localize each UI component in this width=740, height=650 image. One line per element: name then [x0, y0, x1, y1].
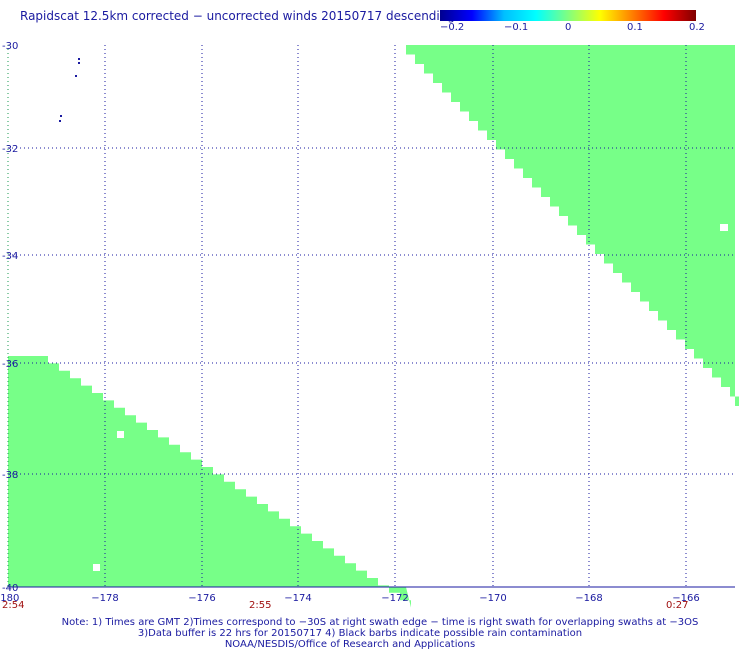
data-dot	[78, 58, 80, 60]
colorbar	[440, 10, 696, 21]
time-label: 2:55	[249, 600, 272, 611]
time-label: 0:27	[666, 600, 689, 611]
swath-layer	[8, 45, 739, 608]
time-label: 2:54	[2, 600, 25, 611]
colorbar-gradient	[440, 10, 696, 21]
note-line-3: NOAA/NESDIS/Office of Research and Appli…	[224, 639, 476, 650]
lat-tick-label: -34	[2, 251, 18, 262]
swath-upper-right	[397, 45, 739, 406]
lat-tick-label: -36	[2, 359, 18, 370]
data-dot	[78, 62, 80, 64]
swath-lower-left	[8, 356, 411, 608]
map-title: Rapidscat 12.5km corrected − uncorrected…	[20, 9, 455, 23]
missing-cell	[117, 431, 124, 438]
note-line-1: Note: 1) Times are GMT 2)Times correspon…	[61, 617, 699, 628]
axis-labels: -180 −178 −176 −174 −172 −170 −168 −166 -30 -32 -3…	[0, 41, 700, 604]
data-dot	[60, 115, 62, 117]
lon-tick-label: −172	[381, 593, 408, 604]
graticule	[7, 45, 735, 588]
lon-tick-label: −174	[284, 593, 311, 604]
lon-tick-label: −176	[188, 593, 215, 604]
colorbar-tick-label: −0.2	[440, 22, 465, 33]
colorbar-tick-label: 0	[565, 22, 572, 33]
lat-tick-label: -32	[2, 144, 18, 155]
lon-tick-label: −168	[575, 593, 602, 604]
lat-tick-label: -40	[2, 583, 18, 594]
colorbar-tick-label: −0.1	[504, 22, 529, 33]
lon-tick-label: -180	[0, 593, 19, 604]
note-line-2: 3)Data buffer is 22 hrs for 20150717 4) …	[137, 628, 583, 639]
lat-tick-label: -38	[2, 470, 18, 481]
data-dot	[75, 75, 77, 77]
lon-tick-label: −178	[91, 593, 118, 604]
lon-tick-label: −166	[672, 593, 699, 604]
missing-cell	[93, 564, 100, 571]
colorbar-labels: −0.2 −0.1 0 0.1 0.2	[420, 22, 720, 36]
data-dot	[59, 120, 61, 122]
colorbar-tick-label: 0.1	[627, 22, 643, 33]
lon-tick-label: −170	[479, 593, 506, 604]
colorbar-tick-label: 0.2	[689, 22, 705, 33]
lat-tick-label: -30	[2, 41, 18, 52]
missing-cell	[720, 224, 728, 231]
